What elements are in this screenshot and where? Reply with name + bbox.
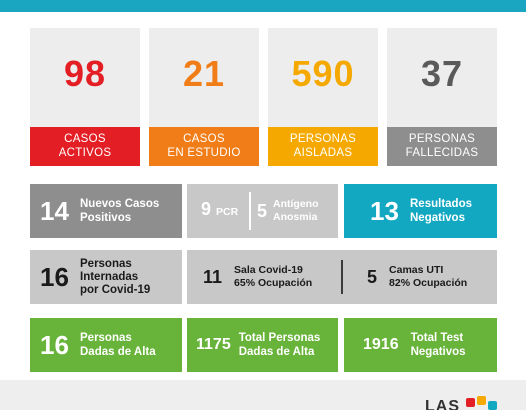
box-label-line: Negativos xyxy=(410,346,466,358)
antigeno-group: 5 Antígeno Anosmia xyxy=(257,198,319,224)
logo-text: LAS xyxy=(425,398,460,410)
box-label-line: Personas xyxy=(80,257,132,270)
box-label-line: Dadas de Alta xyxy=(238,346,315,358)
stat-label-line: FALLECIDAS xyxy=(405,147,479,159)
stat-label: CASOS EN ESTUDIO xyxy=(149,127,259,166)
box-value: 1175 xyxy=(196,336,231,353)
pcr-group: 9 PCR xyxy=(201,199,238,219)
sala-value: 11 xyxy=(203,267,223,287)
stat-label-line: AISLADAS xyxy=(293,147,353,159)
uti-group: 5 Camas UTI 82% Ocupación xyxy=(367,264,467,290)
divider xyxy=(249,192,251,230)
box-label-line: Internadas xyxy=(80,270,139,283)
logo-mark xyxy=(488,401,497,410)
stat-personas-aisladas: 590 PERSONAS AISLADAS xyxy=(268,28,378,166)
box-label: Nuevos Casos Positivos xyxy=(80,197,159,225)
top-banner xyxy=(0,0,526,12)
sala-group: 11 Sala Covid-19 65% Ocupación xyxy=(203,264,312,290)
box-value: 1916 xyxy=(363,336,399,353)
box-nuevos-casos: 14 Nuevos Casos Positivos xyxy=(30,184,182,238)
sala-label-line: 65% Ocupación xyxy=(234,277,313,289)
box-label-line: Dadas de Alta xyxy=(80,346,156,358)
box-value: 16 xyxy=(40,262,69,292)
uti-label-line: Camas UTI xyxy=(389,264,444,276)
box-value: 13 xyxy=(370,196,399,226)
box-dadas-de-alta: 16 Personas Dadas de Alta xyxy=(30,318,182,372)
box-label-line: Nuevos Casos xyxy=(80,198,160,210)
stat-label-line: PERSONAS xyxy=(408,133,476,145)
stat-casos-activos: 98 CASOS ACTIVOS xyxy=(30,28,140,166)
stat-label-line: CASOS xyxy=(64,133,106,145)
box-value: 14 xyxy=(40,196,69,226)
box-personas-internadas: 16 Personas Internadas por Covid-19 xyxy=(30,250,182,304)
box-label: Total Personas Dadas de Alta xyxy=(239,331,321,359)
box-pcr-antigeno: 9 PCR 5 Antígeno Anosmia xyxy=(187,184,338,238)
antigeno-label-line: Antígeno xyxy=(273,198,319,210)
pcr-value: 9 xyxy=(201,199,212,219)
stat-value: 37 xyxy=(420,53,464,94)
box-resultados-negativos: 13 Resultados Negativos xyxy=(344,184,497,238)
sala-label: Sala Covid-19 65% Ocupación xyxy=(234,264,312,290)
uti-value: 5 xyxy=(367,267,378,287)
stat-label: CASOS ACTIVOS xyxy=(30,127,140,166)
stat-label-line: EN ESTUDIO xyxy=(167,147,241,159)
box-label-line: Total Test xyxy=(410,332,464,344)
antigeno-label: Antígeno Anosmia xyxy=(273,198,319,224)
stat-label: PERSONAS FALLECIDAS xyxy=(387,127,497,166)
antigeno-value: 5 xyxy=(257,201,268,221)
box-total-dadas-de-alta: 1175 Total Personas Dadas de Alta xyxy=(187,318,338,372)
stat-value: 590 xyxy=(291,53,355,94)
uti-label: Camas UTI 82% Ocupación xyxy=(389,264,467,290)
stat-value: 98 xyxy=(63,53,107,94)
box-label-line: Resultados xyxy=(410,198,472,210)
box-value: 16 xyxy=(40,330,69,360)
sala-label-line: Sala Covid-19 xyxy=(234,264,303,276)
box-label: Personas Internadas por Covid-19 xyxy=(80,258,150,297)
box-label: Personas Dadas de Alta xyxy=(80,331,156,359)
stat-label: PERSONAS AISLADAS xyxy=(268,127,378,166)
box-label-line: Personas xyxy=(80,332,132,344)
box-total-test-negativos: 1916 Total Test Negativos xyxy=(344,318,497,372)
logo-mark xyxy=(466,398,475,407)
stat-personas-fallecidas: 37 PERSONAS FALLECIDAS xyxy=(387,28,497,166)
box-label-line: por Covid-19 xyxy=(80,283,151,296)
stat-label-line: CASOS xyxy=(183,133,225,145)
box-ocupacion: 11 Sala Covid-19 65% Ocupación 5 Camas U… xyxy=(187,250,497,304)
stat-casos-en-estudio: 21 CASOS EN ESTUDIO xyxy=(149,28,259,166)
box-label: Total Test Negativos xyxy=(411,331,466,359)
box-label-line: Negativos xyxy=(410,212,465,224)
box-label-line: Positivos xyxy=(80,212,132,224)
footer-band xyxy=(0,380,526,410)
pcr-label: PCR xyxy=(216,206,239,218)
stat-label-line: ACTIVOS xyxy=(58,147,112,159)
stat-label-line: PERSONAS xyxy=(289,133,357,145)
antigeno-label-line: Anosmia xyxy=(273,211,318,223)
uti-label-line: 82% Ocupación xyxy=(389,277,468,289)
divider xyxy=(341,260,343,294)
stat-value: 21 xyxy=(182,53,226,94)
box-label: Resultados Negativos xyxy=(410,197,472,225)
logo-mark xyxy=(477,396,486,405)
box-label-line: Total Personas xyxy=(238,332,321,344)
